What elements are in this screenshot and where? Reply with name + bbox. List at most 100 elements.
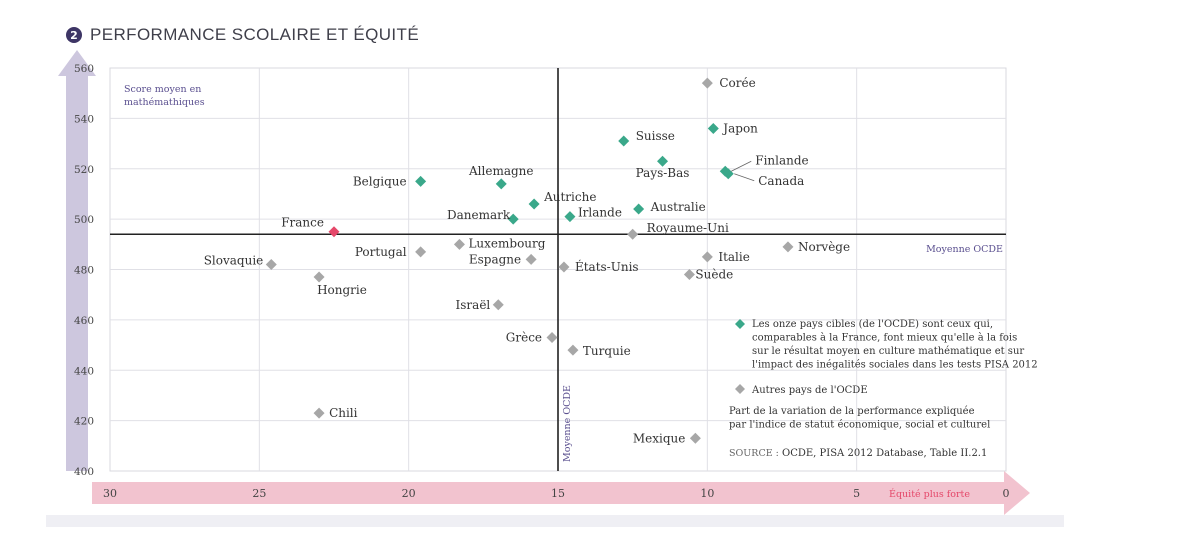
point-irlande: [564, 211, 576, 223]
label-portugal: Portugal: [355, 245, 407, 259]
data-points: [265, 77, 794, 444]
y-tick-label: 420: [74, 416, 94, 428]
point-grece: [546, 332, 558, 344]
label-espagne: Espagne: [469, 252, 521, 266]
note-line: Part de la variation de la performance e…: [729, 406, 975, 417]
point-canada: [722, 168, 734, 180]
legend-target-text: Les onze pays cibles (de l'OCDE) sont ce…: [752, 319, 993, 330]
label-grece: Grèce: [506, 331, 542, 345]
note-line: par l'indice de statut économique, socia…: [729, 420, 990, 431]
point-suisse: [618, 135, 630, 147]
y-axis-arrow: [58, 50, 96, 471]
label-belgique: Belgique: [353, 174, 407, 188]
point-france: [328, 226, 340, 238]
point-mexique: [689, 432, 701, 444]
point-danemark: [507, 213, 519, 225]
label-norvege: Norvège: [798, 240, 850, 254]
point-turquie: [567, 344, 579, 356]
x-tick-label: 30: [103, 487, 117, 500]
legend-target-text: comparables à la France, font mieux qu'e…: [752, 333, 1017, 344]
label-suede: Suède: [695, 268, 733, 282]
label-france: France: [281, 216, 324, 230]
label-finlande: Finlande: [755, 153, 808, 167]
point-autriche: [528, 198, 540, 210]
x-axis-arrow: [92, 471, 1030, 515]
y-tick-label: 460: [74, 315, 94, 327]
label-chili: Chili: [329, 406, 358, 420]
chart-header: 2 PERFORMANCE SCOLAIRE ET ÉQUITÉ: [66, 22, 419, 48]
label-allemagne: Allemagne: [468, 164, 534, 178]
point-suede: [683, 269, 695, 281]
point-etats-unis: [558, 261, 570, 273]
point-chili: [313, 407, 325, 419]
label-luxembourg: Luxembourg: [468, 236, 545, 250]
y-tick-label: 520: [74, 164, 94, 176]
label-pays-bas: Pays-Bas: [636, 166, 690, 180]
label-coree: Corée: [719, 76, 755, 90]
oecd-mean-lines: Moyenne OCDE Moyenne OCDE: [110, 68, 1006, 471]
point-coree: [701, 77, 713, 89]
point-espagne: [525, 253, 537, 265]
axis-ticks: 400 420 440 460 480 500 520 540 560 30 25 20 15 10 5 0 É…: [74, 63, 1010, 500]
point-allemagne: [495, 178, 507, 190]
y-tick-label: 480: [74, 265, 94, 277]
label-danemark: Danemark: [447, 208, 511, 222]
label-israel: Israël: [456, 298, 491, 312]
legend-target-text: sur le résultat moyen en culture mathéma…: [752, 346, 1024, 357]
label-slovaquie: Slovaquie: [204, 253, 264, 267]
oecd-mean-h-label: Moyenne OCDE: [926, 244, 1003, 255]
legend-target-marker: [735, 319, 745, 329]
source-text: OCDE, PISA 2012 Database, Table II.2.1: [782, 448, 987, 459]
point-italie: [701, 251, 713, 263]
x-tick-label: 15: [551, 487, 565, 500]
leader-finlande: [731, 160, 752, 172]
label-australie: Australie: [650, 200, 706, 214]
y-tick-label: 440: [74, 365, 94, 377]
label-turquie: Turquie: [583, 344, 631, 358]
oecd-mean-v-label: Moyenne OCDE: [562, 385, 573, 462]
x-tick-label: 0: [1003, 487, 1010, 500]
x-axis-title: Équité plus forte: [889, 488, 970, 500]
label-italie: Italie: [718, 250, 750, 264]
point-pays-bas: [657, 155, 669, 167]
label-royaume-uni: Royaume-Uni: [647, 221, 729, 235]
point-israel: [492, 299, 504, 311]
legend-target-text: l'impact des inégalités sociales dans le…: [752, 360, 1038, 371]
figure-number-badge: 2: [66, 27, 82, 43]
point-japon: [707, 122, 719, 134]
point-royaume-uni: [627, 228, 639, 240]
label-etats-unis: États-Unis: [575, 259, 639, 274]
legend-other-text: Autres pays de l'OCDE: [751, 385, 868, 396]
label-irlande: Irlande: [578, 206, 622, 220]
legend-other-marker: [735, 384, 745, 394]
point-hongrie: [313, 271, 325, 283]
axis-arrows: [58, 50, 1030, 515]
bottom-band: [46, 515, 1064, 527]
y-tick-label: 560: [74, 63, 94, 75]
x-tick-label: 25: [252, 487, 266, 500]
y-axis-title-line-1: Score moyen en: [124, 84, 201, 95]
source-prefix: SOURCE :: [729, 448, 779, 459]
point-slovaquie: [265, 258, 277, 270]
label-canada: Canada: [758, 174, 804, 188]
point-australie: [633, 203, 645, 215]
chart-title: PERFORMANCE SCOLAIRE ET ÉQUITÉ: [90, 25, 420, 44]
label-autriche: Autriche: [543, 190, 596, 204]
legend: Les onze pays cibles (de l'OCDE) sont ce…: [729, 319, 1038, 459]
y-tick-label: 540: [74, 113, 94, 125]
y-tick-label: 400: [74, 466, 94, 478]
point-luxembourg: [453, 238, 465, 250]
label-hongrie: Hongrie: [317, 283, 367, 297]
point-norvege: [782, 241, 794, 253]
label-suisse: Suisse: [636, 129, 675, 143]
point-labels: Japon Suisse Pays-Bas Finlande Canada Belgiqu…: [204, 76, 850, 445]
point-portugal: [415, 246, 427, 258]
leader-canada: [734, 173, 755, 182]
x-tick-label: 5: [853, 487, 860, 500]
label-japon: Japon: [721, 121, 758, 135]
x-tick-label: 20: [402, 487, 416, 500]
point-belgique: [415, 175, 427, 187]
y-axis-title-line-2: mathémathiques: [124, 97, 205, 108]
